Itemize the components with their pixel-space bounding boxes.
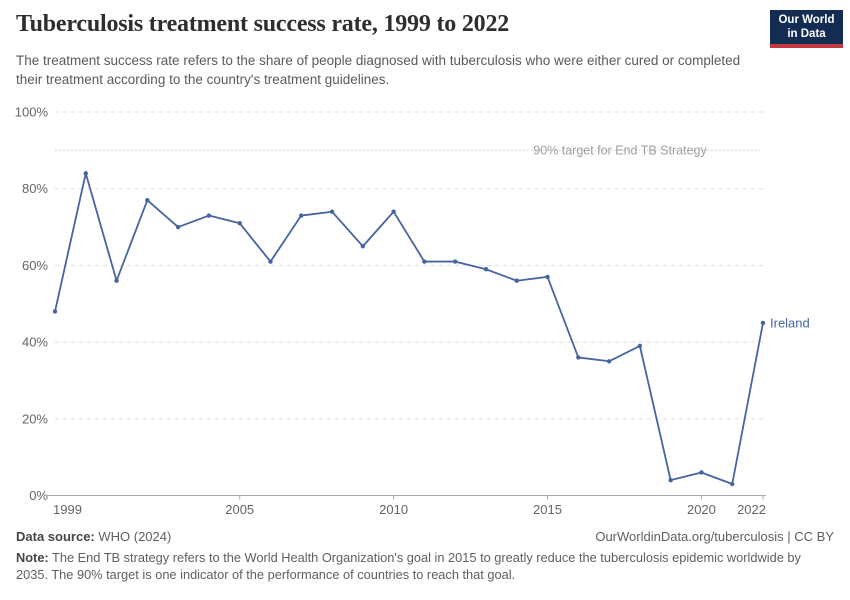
data-point <box>483 267 489 272</box>
data-point <box>145 198 150 203</box>
data-point <box>360 244 366 249</box>
data-point <box>422 259 427 264</box>
series-end-label: Ireland <box>770 315 810 330</box>
footnote: Note: The End TB strategy refers to the … <box>16 550 836 583</box>
data-point <box>52 309 58 314</box>
data-point <box>175 224 181 230</box>
x-axis-tick-label: 2022 <box>737 502 766 517</box>
data-point <box>237 221 242 226</box>
data-point <box>329 209 335 214</box>
data-point <box>114 278 119 283</box>
chart-subtitle: The treatment success rate refers to the… <box>16 53 741 88</box>
x-axis-tick-label: 2020 <box>687 502 716 517</box>
data-point <box>206 213 212 218</box>
x-axis-tick-label: 2010 <box>379 502 408 517</box>
series-line-ireland <box>54 172 764 485</box>
data-point <box>545 274 550 280</box>
x-axis-tick-label: 2005 <box>225 502 254 517</box>
data-source: Data source: WHO (2024) <box>16 529 171 544</box>
data-point <box>760 320 766 326</box>
chart-title: Tuberculosis treatment success rate, 199… <box>16 11 510 37</box>
y-axis-tick-label: 40% <box>22 335 48 350</box>
y-axis-tick-label: 0% <box>29 488 48 503</box>
data-point <box>606 359 612 364</box>
data-source-value: WHO (2024) <box>94 529 172 544</box>
data-point <box>514 278 519 283</box>
data-point <box>83 171 88 176</box>
logo-line2: in Data <box>787 28 826 40</box>
y-axis-tick-label: 80% <box>22 181 48 196</box>
credit-link: OurWorldinData.org/tuberculosis | CC BY <box>595 529 834 544</box>
source-row: Data source: WHO (2024) OurWorldinData.o… <box>16 529 834 544</box>
owid-logo: Our World in Data <box>770 10 843 48</box>
data-source-label: Data source: <box>16 529 95 544</box>
y-axis-tick-label: 20% <box>22 411 48 426</box>
footnote-value: The End TB strategy refers to the World … <box>16 550 801 582</box>
data-point <box>668 477 673 483</box>
line-chart: 0% 20% 40% 60% 80% 100% 1999 2005 2010 2015 2020 20… <box>15 105 810 518</box>
footnote-label: Note: <box>16 550 49 565</box>
data-point <box>391 209 396 214</box>
data-point <box>268 259 273 264</box>
x-axis-tick-label: 2015 <box>533 502 562 517</box>
y-axis-tick-label: 60% <box>22 258 48 273</box>
x-axis-tick-label: 1999 <box>53 502 82 517</box>
y-axis-tick-label: 100% <box>15 105 49 120</box>
data-point <box>452 259 458 264</box>
target-line-label: 90% target for End TB Strategy <box>533 143 707 157</box>
data-point <box>299 213 304 218</box>
logo-line1: Our World <box>778 13 835 26</box>
data-point <box>576 355 581 360</box>
data-point <box>730 481 735 487</box>
data-point <box>637 343 643 349</box>
data-point <box>699 470 704 475</box>
